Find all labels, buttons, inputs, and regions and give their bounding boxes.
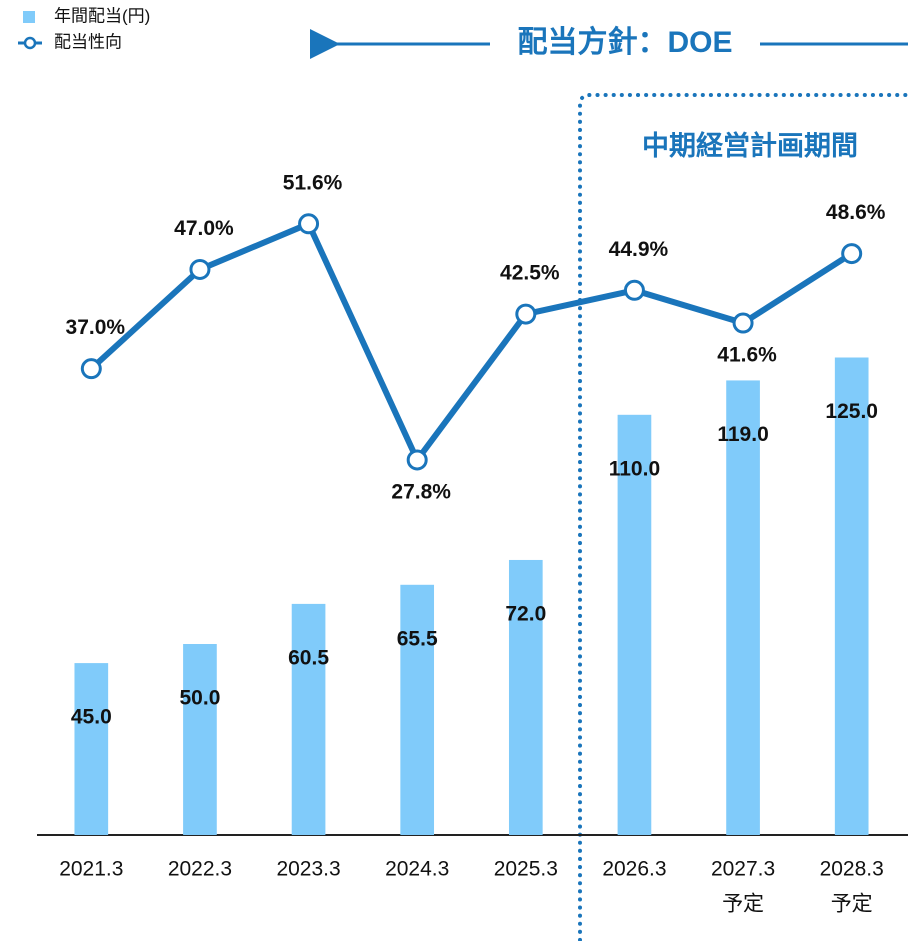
legend-swatch bbox=[23, 11, 35, 23]
line-value-label: 42.5% bbox=[500, 262, 560, 285]
policy-annotation: 配当方針：DOE bbox=[517, 25, 732, 59]
line-value-label: 47.0% bbox=[174, 217, 234, 240]
line-value-label: 51.6% bbox=[283, 171, 343, 194]
bar-value-label: 72.0 bbox=[505, 603, 546, 626]
line-value-label: 41.6% bbox=[717, 344, 777, 367]
x-tick-label: 2028.3 bbox=[820, 858, 884, 881]
bar-value-label: 45.0 bbox=[71, 706, 112, 729]
bar-value-label: 65.5 bbox=[397, 627, 438, 650]
bar bbox=[834, 357, 869, 835]
x-tick-label: 2026.3 bbox=[602, 858, 666, 881]
line-point bbox=[189, 258, 211, 280]
line-point bbox=[841, 243, 863, 265]
bar bbox=[400, 584, 435, 835]
legend-label: 年間配当(円) bbox=[54, 6, 150, 25]
plan-period-box bbox=[578, 93, 908, 941]
x-tick-label: 2023.3 bbox=[276, 858, 340, 881]
bar bbox=[74, 663, 109, 835]
bar-value-label: 60.5 bbox=[288, 646, 329, 669]
line-value-label: 37.0% bbox=[66, 316, 126, 339]
line-value-label: 48.6% bbox=[826, 201, 886, 224]
x-tick-label: 2022.3 bbox=[168, 858, 232, 881]
bar-value-label: 110.0 bbox=[609, 457, 660, 480]
bar-value-label: 50.0 bbox=[180, 687, 221, 710]
line-point bbox=[80, 358, 102, 380]
line-point bbox=[406, 449, 428, 471]
x-tick-label: 2024.3 bbox=[385, 858, 449, 881]
legend-label: 配当性向 bbox=[54, 32, 122, 51]
bar bbox=[183, 644, 217, 835]
line-point bbox=[623, 279, 645, 301]
line-point bbox=[298, 213, 320, 235]
x-tick-label: 2025.3 bbox=[494, 858, 558, 881]
bar bbox=[726, 380, 760, 835]
line-point bbox=[515, 303, 537, 325]
x-tick-label: 2021.3 bbox=[59, 858, 123, 881]
line-value-label: 44.9% bbox=[609, 238, 669, 261]
x-tick-note: 予定 bbox=[722, 893, 764, 916]
legend-swatch bbox=[23, 36, 37, 50]
x-tick-note: 予定 bbox=[831, 893, 873, 916]
line-value-label: 27.8% bbox=[391, 480, 451, 503]
bar bbox=[291, 603, 326, 835]
x-tick-label: 2027.3 bbox=[711, 858, 775, 881]
plan-period-label: 中期経営計画期間 bbox=[642, 130, 858, 161]
bar bbox=[617, 414, 652, 835]
bar-value-label: 119.0 bbox=[717, 423, 768, 446]
line-point bbox=[732, 312, 754, 334]
bar bbox=[508, 559, 543, 835]
bar-value-label: 125.0 bbox=[825, 400, 878, 423]
line bbox=[89, 220, 854, 463]
